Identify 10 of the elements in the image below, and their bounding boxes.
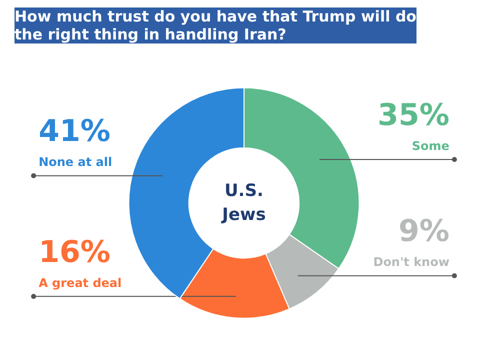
- data-label: 9%: [398, 214, 450, 250]
- slice-label: Don't know: [373, 255, 450, 270]
- slice-label: A great deal: [38, 276, 122, 290]
- slice-label: None at all: [38, 155, 112, 170]
- text: U.S. Jews: [221, 181, 266, 226]
- data-label: 41%: [38, 114, 110, 150]
- chart-title: How much trust do you have that Trump will do the right thing in handling Iran?: [14, 8, 416, 44]
- data-label: 35%: [378, 98, 450, 134]
- slice-label: Some: [412, 138, 450, 153]
- data-label: 16%: [38, 234, 110, 270]
